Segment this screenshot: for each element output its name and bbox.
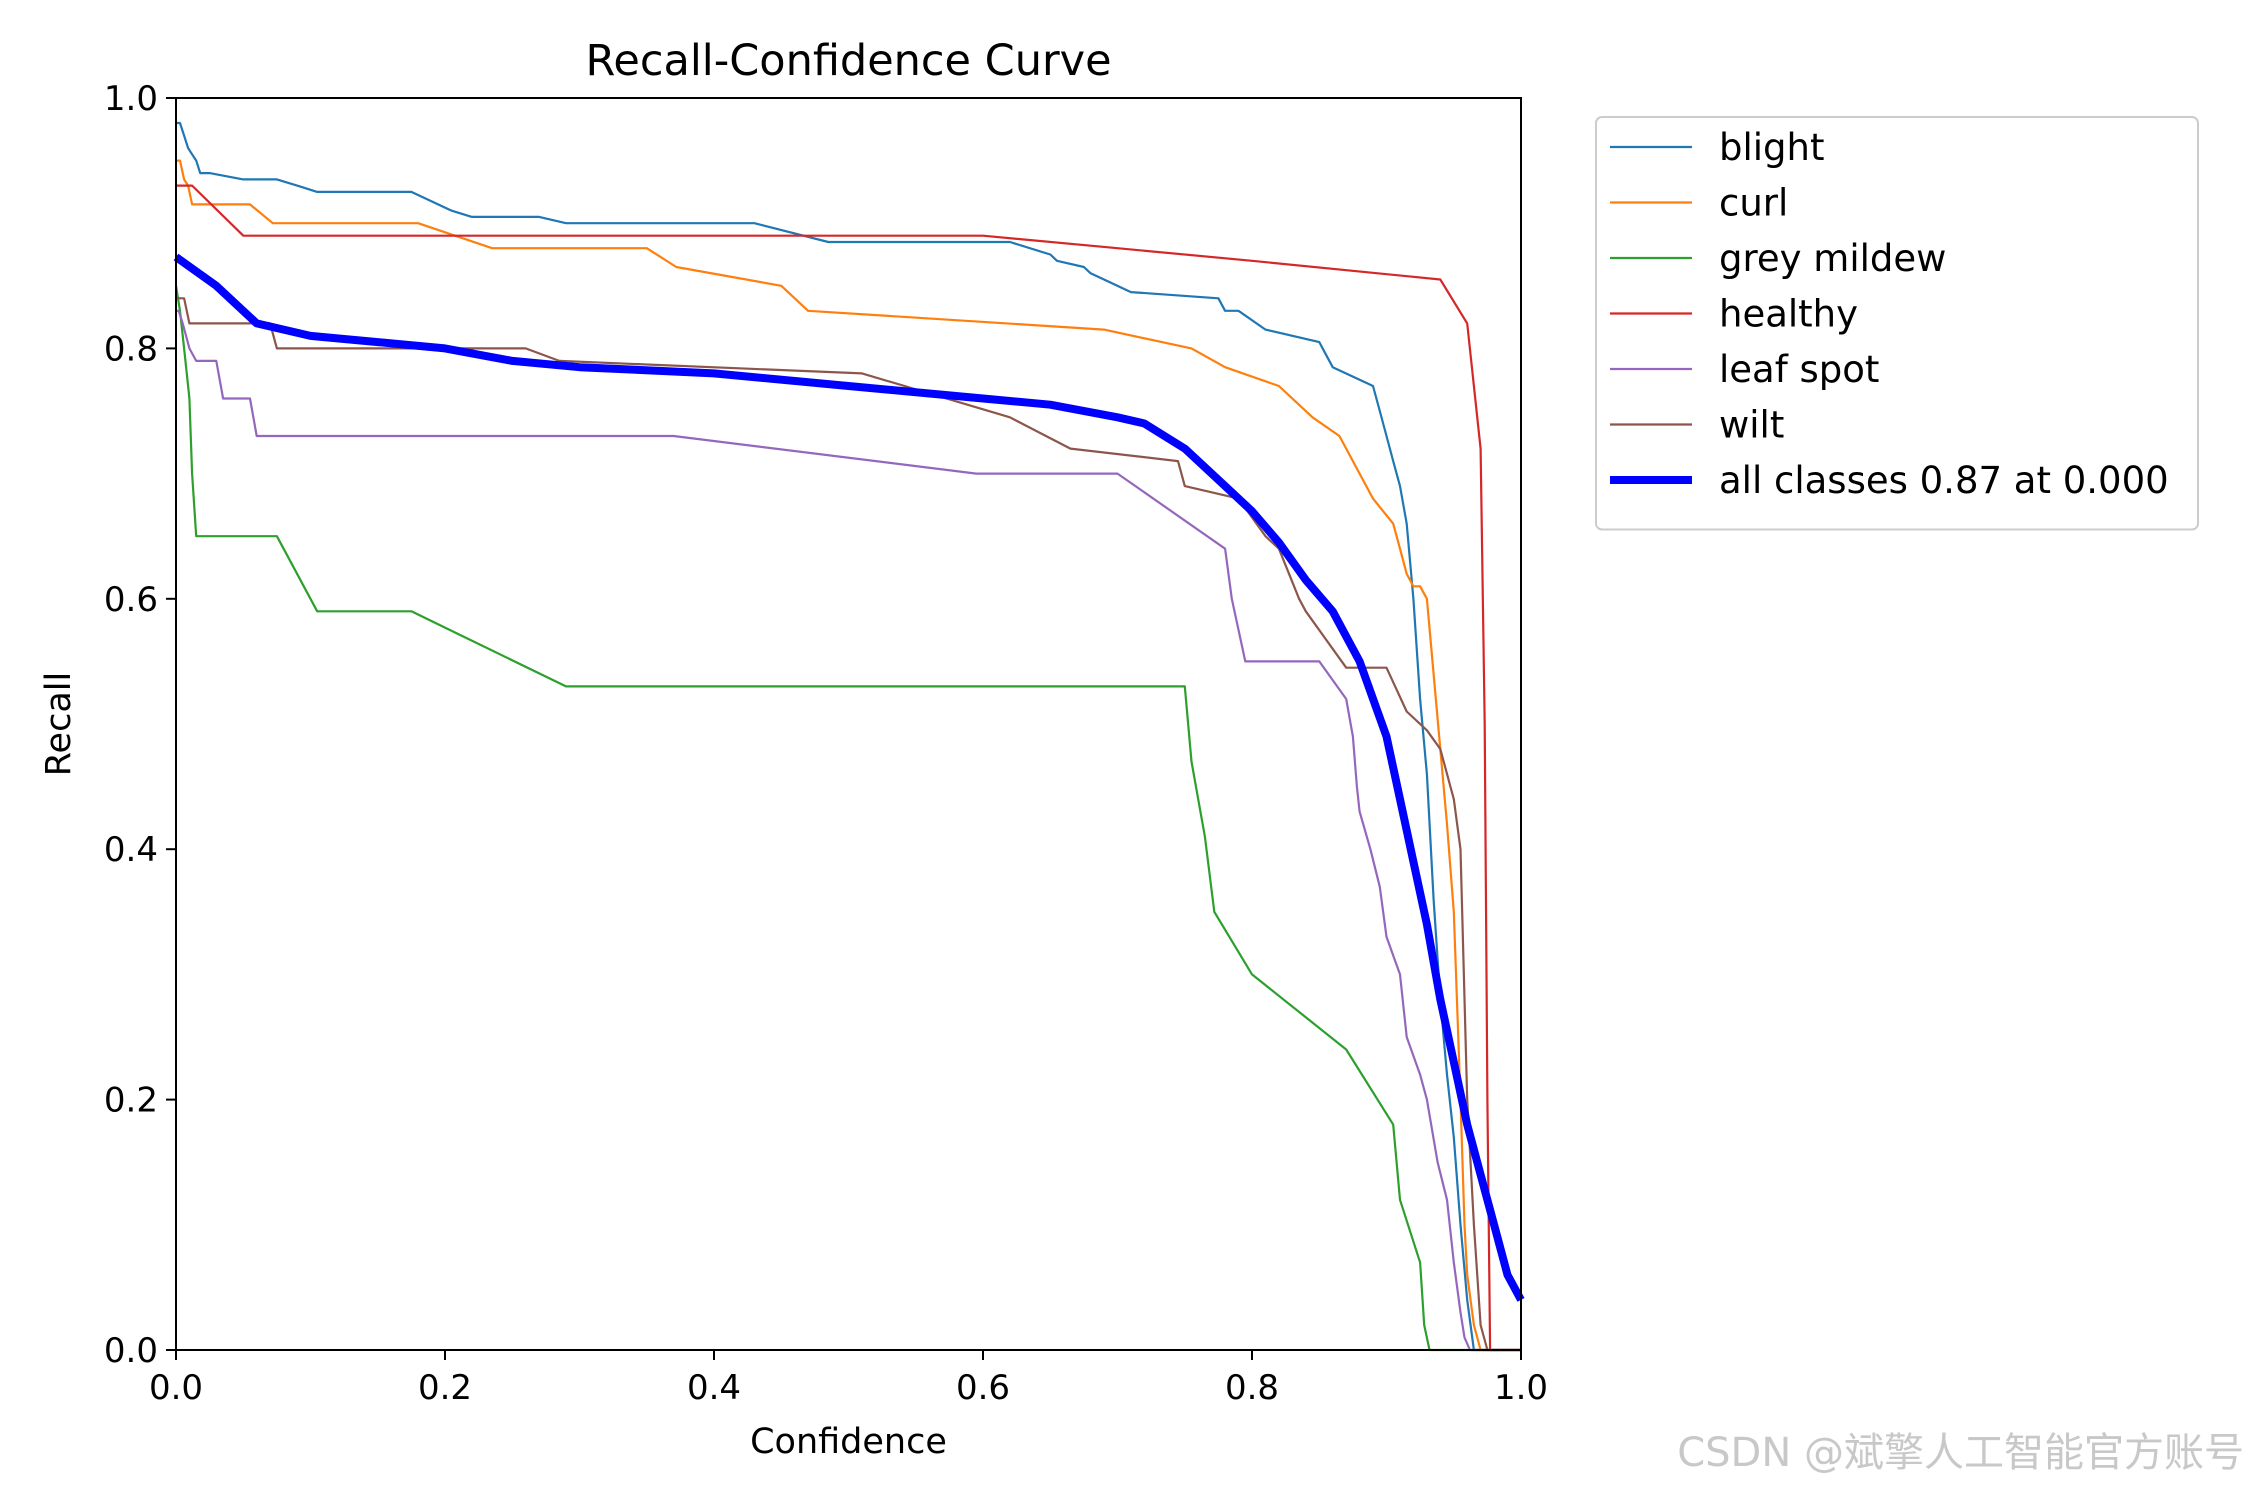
- y-axis-label: Recall: [39, 672, 79, 776]
- legend-entry-label: grey mildew: [1719, 237, 1946, 280]
- plot-frame: [175, 97, 1522, 1351]
- series-line-all-all-classes: [173, 253, 1525, 1302]
- y-tick-label: 0.2: [104, 1081, 158, 1121]
- legend-entry-label: curl: [1719, 182, 1788, 225]
- series-line-blight: [176, 121, 1521, 1352]
- legend-entry-label: leaf spot: [1719, 348, 1879, 391]
- x-axis: 0.0 0.2 0.4 0.6 0.8 1.0: [149, 1350, 1548, 1408]
- y-tick-label: 0.6: [104, 580, 158, 620]
- legend: blight curl grey mildew healthy leaf spot wil…: [1595, 116, 2199, 531]
- series-line-curl: [176, 159, 1521, 1352]
- x-tick-label: 0.2: [418, 1368, 472, 1408]
- x-axis-label: Confidence: [750, 1422, 947, 1462]
- y-tick-label: 1.0: [104, 79, 158, 119]
- series-line-wilt: [176, 297, 1521, 1352]
- x-tick-label: 1.0: [1494, 1368, 1548, 1408]
- legend-entry-label: healthy: [1719, 293, 1858, 336]
- x-tick-label: 0.0: [149, 1368, 203, 1408]
- y-tick-label: 0.8: [104, 329, 158, 369]
- legend-box: [1595, 116, 2199, 531]
- legend-entry-label: all classes 0.87 at 0.000: [1719, 459, 2169, 502]
- chart-title: Recall-Confidence Curve: [585, 36, 1111, 86]
- x-tick-label: 0.6: [956, 1368, 1010, 1408]
- y-tick-label: 0.0: [104, 1331, 158, 1371]
- legend-entry-label: blight: [1719, 126, 1825, 169]
- y-axis: 0.0 0.2 0.4 0.6 0.8 1.0: [104, 79, 176, 1371]
- series-line-healthy: [176, 184, 1521, 1352]
- plot-area: [173, 121, 1525, 1352]
- x-tick-label: 0.8: [1225, 1368, 1279, 1408]
- y-tick-label: 0.4: [104, 830, 158, 870]
- legend-entry-label: wilt: [1719, 404, 1784, 447]
- series-line-leaf: [176, 309, 1521, 1352]
- x-tick-label: 0.4: [687, 1368, 741, 1408]
- watermark: CSDN @斌擎人工智能官方账号: [1677, 1430, 2244, 1476]
- series-line-grey: [174, 285, 1521, 1352]
